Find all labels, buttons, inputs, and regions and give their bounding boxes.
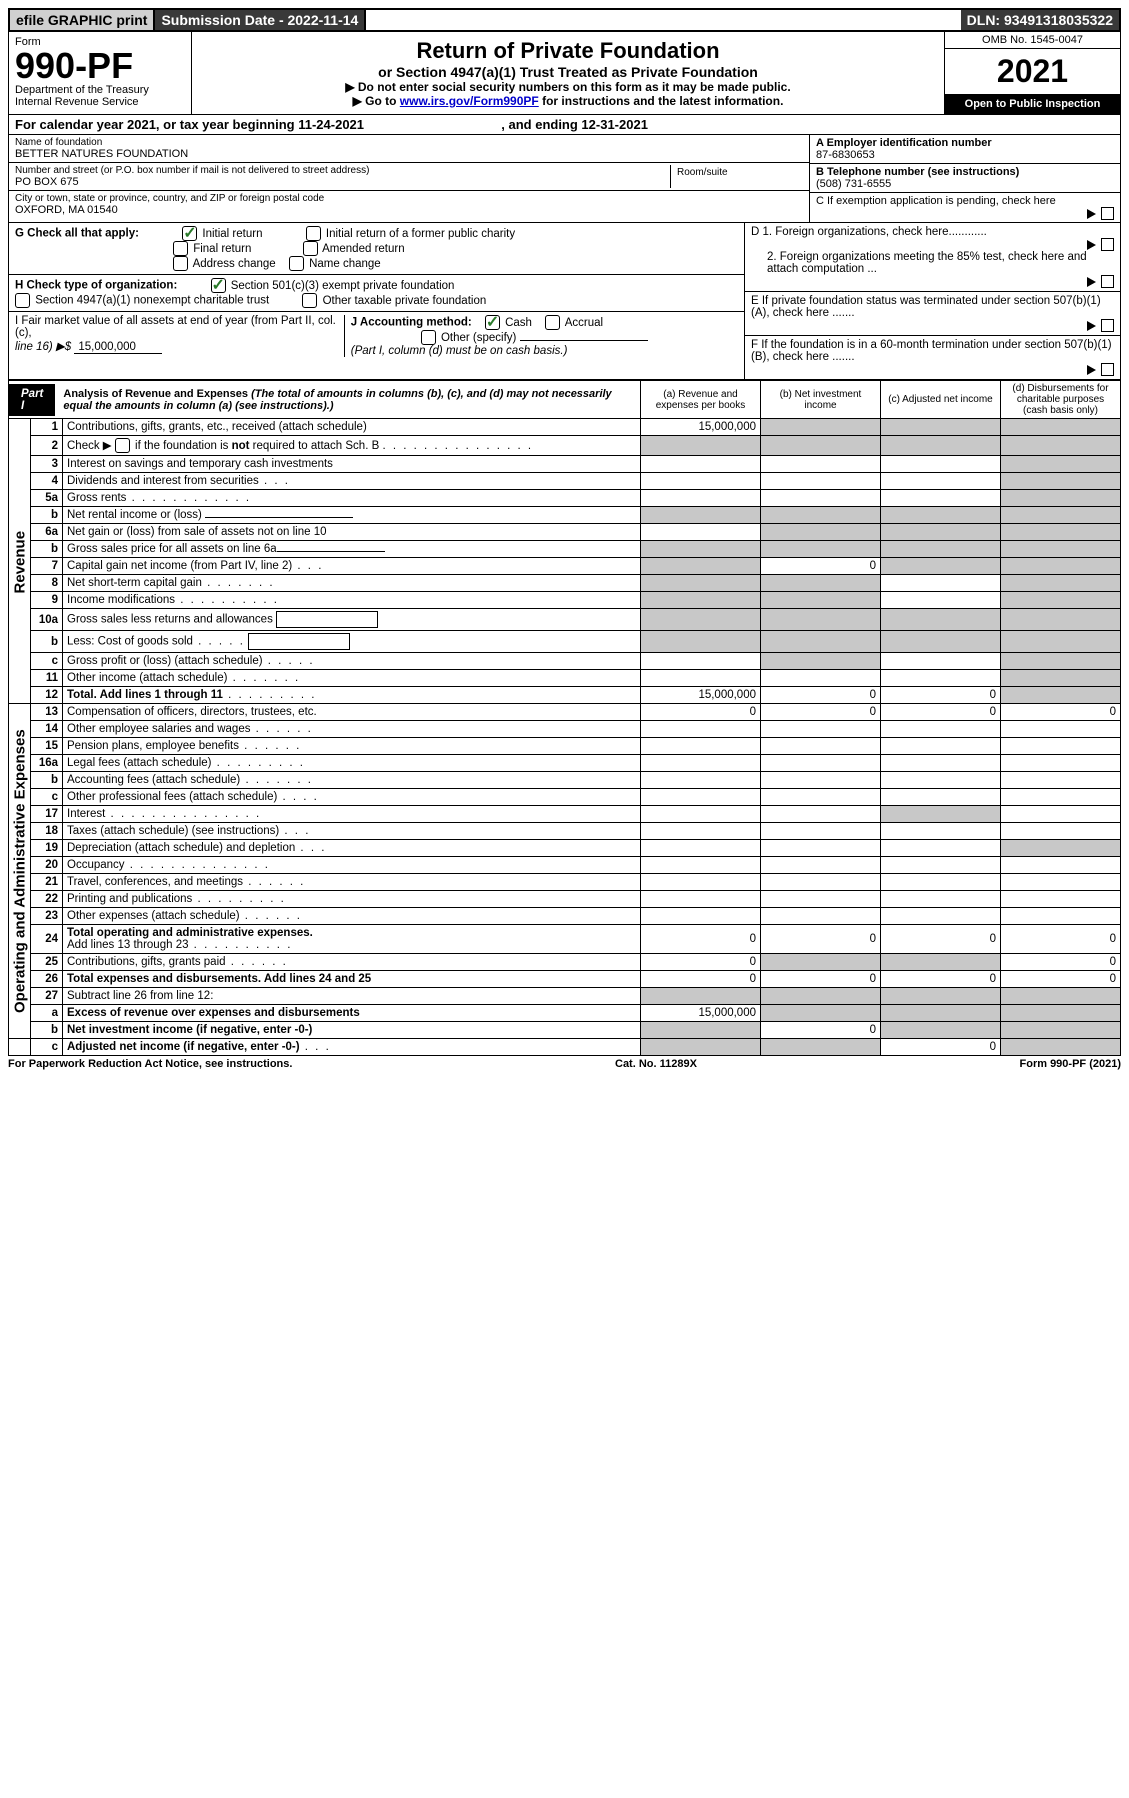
fmv-value: 15,000,000 [74,341,162,354]
irs: Internal Revenue Service [15,96,185,108]
calendar-year-row: For calendar year 2021, or tax year begi… [8,115,1121,135]
form-title: Return of Private Foundation [198,38,938,64]
city-cell: City or town, state or province, country… [9,191,809,218]
e-checkbox[interactable] [1101,319,1114,332]
tax-year: 2021 [945,49,1120,94]
instructions-link[interactable]: www.irs.gov/Form990PF [400,94,539,108]
address-change-checkbox[interactable] [173,256,188,271]
efile-tag: efile GRAPHIC print [10,10,155,30]
form-subtitle: or Section 4947(a)(1) Trust Treated as P… [198,64,938,80]
g-row: G Check all that apply: Initial return I… [9,223,744,275]
address-cell: Number and street (or P.O. box number if… [9,163,809,191]
entity-info: Name of foundation BETTER NATURES FOUNDA… [8,135,1121,223]
dln: DLN: 93491318035322 [961,10,1119,30]
revenue-section-label: Revenue [9,419,31,704]
part1-label: Part I [9,384,55,416]
cash-checkbox[interactable] [485,315,500,330]
other-taxable-checkbox[interactable] [302,293,317,308]
amended-return-checkbox[interactable] [303,241,318,256]
final-return-checkbox[interactable] [173,241,188,256]
opex-section-label: Operating and Administrative Expenses [9,704,31,1039]
foundation-name: BETTER NATURES FOUNDATION [15,148,803,160]
col-c-header: (c) Adjusted net income [881,381,1001,419]
top-bar: efile GRAPHIC print Submission Date - 20… [8,8,1121,32]
part1-table: Part I Analysis of Revenue and Expenses … [8,380,1121,1056]
omb-number: OMB No. 1545-0047 [945,32,1120,49]
h-row: H Check type of organization: Section 50… [9,275,744,312]
initial-former-checkbox[interactable] [306,226,321,241]
checks-area: G Check all that apply: Initial return I… [8,223,1121,380]
col-d-header: (d) Disbursements for charitable purpose… [1001,381,1121,419]
section-501c3-checkbox[interactable] [211,278,226,293]
c-label: C If exemption application is pending, c… [816,195,1056,207]
f-checkbox[interactable] [1101,363,1114,376]
arrow-icon [1087,209,1096,219]
foundation-name-cell: Name of foundation BETTER NATURES FOUNDA… [9,135,809,163]
phone: (508) 731-6555 [816,178,1114,190]
col-b-header: (b) Net investment income [761,381,881,419]
d1-checkbox[interactable] [1101,238,1114,251]
accrual-checkbox[interactable] [545,315,560,330]
name-change-checkbox[interactable] [289,256,304,271]
submission-date: Submission Date - 2022-11-14 [155,10,366,30]
address: PO BOX 675 [15,176,670,188]
city-state-zip: OXFORD, MA 01540 [15,204,803,216]
form-header: Form 990-PF Department of the Treasury I… [8,32,1121,115]
c-checkbox[interactable] [1101,207,1114,220]
sch-b-checkbox[interactable] [115,438,130,453]
open-public-badge: Open to Public Inspection [945,94,1120,114]
col-a-header: (a) Revenue and expenses per books [641,381,761,419]
i-j-row: I Fair market value of all assets at end… [9,312,744,360]
d2-checkbox[interactable] [1101,275,1114,288]
dept: Department of the Treasury [15,84,185,96]
l1-a: 15,000,000 [641,419,761,436]
instr-2: ▶ Go to www.irs.gov/Form990PF for instru… [198,94,938,108]
ein: 87-6830653 [816,149,1114,161]
initial-return-checkbox[interactable] [182,226,197,241]
other-method-checkbox[interactable] [421,330,436,345]
section-4947-checkbox[interactable] [15,293,30,308]
footer: For Paperwork Reduction Act Notice, see … [8,1056,1121,1070]
form-number: 990-PF [15,48,185,84]
instr-1: ▶ Do not enter social security numbers o… [198,80,938,94]
